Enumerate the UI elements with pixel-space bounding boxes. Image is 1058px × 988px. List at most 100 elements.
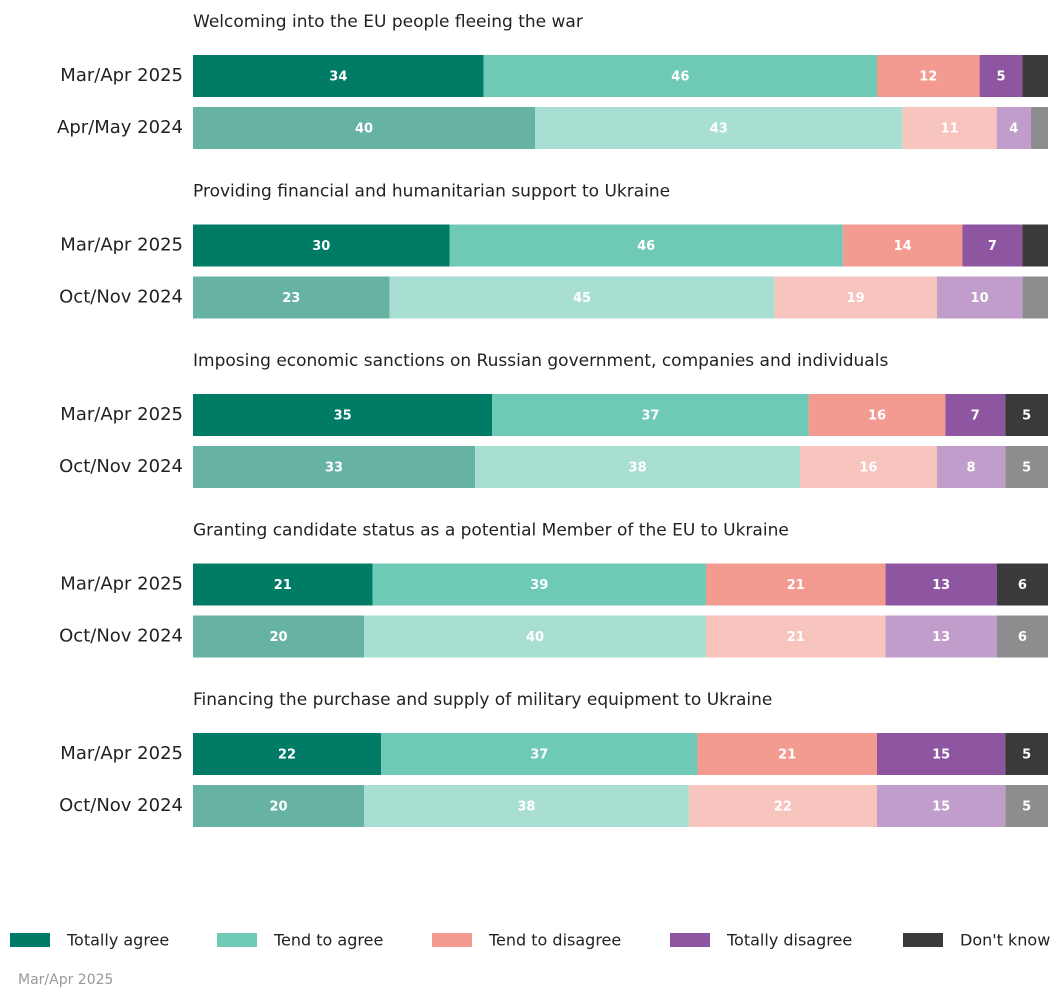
bar-segment	[697, 733, 877, 775]
bar-segment	[1022, 55, 1048, 97]
segment-label: 12	[919, 70, 937, 85]
row-label: Oct/Nov 2024	[59, 626, 183, 647]
segment-label: 38	[517, 800, 535, 815]
segment-label: 16	[868, 409, 886, 424]
segment-label: 14	[894, 239, 912, 254]
bar-segment	[1005, 733, 1048, 775]
bar-segment	[877, 55, 980, 97]
segment-label: 22	[774, 800, 792, 815]
bar-segment	[193, 107, 535, 149]
group-title: Providing financial and humanitarian sup…	[193, 182, 670, 202]
legend-label: Totally disagree	[726, 931, 852, 950]
segment-label: 7	[988, 239, 997, 254]
segment-label: 13	[932, 630, 950, 645]
legend-swatch	[670, 933, 710, 947]
row-label: Apr/May 2024	[57, 117, 183, 138]
bar-segment	[979, 55, 1023, 97]
bar-segment	[1022, 276, 1048, 319]
bar-segment	[535, 107, 903, 149]
segment-label: 37	[641, 409, 659, 424]
segment-label: 7	[971, 409, 980, 424]
bar-segment	[706, 563, 886, 606]
row-label: Oct/Nov 2024	[59, 795, 183, 816]
row-label: Oct/Nov 2024	[59, 456, 183, 477]
segment-label: 10	[971, 291, 989, 306]
segment-label: 6	[1018, 578, 1027, 593]
segment-label: 6	[1018, 630, 1027, 645]
segment-label: 8	[967, 461, 976, 476]
segment-label: 5	[1022, 800, 1031, 815]
bar-segment	[193, 733, 382, 775]
segment-label: 34	[329, 70, 347, 85]
bar-segment	[389, 276, 775, 319]
segment-label: 5	[1022, 461, 1031, 476]
bar-segment	[1022, 224, 1048, 267]
bar-segment	[902, 107, 997, 149]
segment-label: 43	[710, 122, 728, 137]
bar-segment	[1005, 446, 1048, 488]
group-title: Welcoming into the EU people fleeing the…	[193, 12, 583, 32]
bar-segment	[808, 394, 946, 436]
bar-segment	[962, 224, 1023, 267]
bar-segment	[996, 615, 1048, 658]
row-label: Mar/Apr 2025	[60, 65, 183, 86]
segment-label: 5	[996, 70, 1005, 85]
bar-segment	[193, 394, 493, 436]
bar-segment	[372, 563, 706, 606]
row-label: Mar/Apr 2025	[60, 404, 183, 425]
bar-segment	[1030, 107, 1048, 149]
row-label: Oct/Nov 2024	[59, 287, 183, 308]
segment-label: 30	[312, 239, 330, 254]
segment-label: 21	[274, 578, 292, 593]
row-label: Mar/Apr 2025	[60, 743, 183, 764]
bar-segment	[996, 563, 1048, 606]
bar-segment	[688, 785, 877, 827]
bar-segment	[877, 733, 1006, 775]
bar-segment	[936, 276, 1023, 319]
bar-segment	[800, 446, 937, 488]
segment-label: 15	[932, 800, 950, 815]
row-label: Mar/Apr 2025	[60, 574, 183, 595]
segment-label: 23	[282, 291, 300, 306]
segment-label: 13	[932, 578, 950, 593]
segment-label: 5	[1022, 409, 1031, 424]
segment-label: 39	[530, 578, 548, 593]
bar-segment	[193, 55, 484, 97]
bar-segment	[475, 446, 801, 488]
segment-label: 22	[278, 748, 296, 763]
segment-label: 35	[334, 409, 352, 424]
segment-label: 40	[355, 122, 373, 137]
bar-segment	[1005, 785, 1048, 827]
segment-label: 21	[787, 630, 805, 645]
bar-segment	[492, 394, 809, 436]
legend-swatch	[432, 933, 472, 947]
bar-segment	[877, 785, 1006, 827]
bar-segment	[381, 733, 698, 775]
group-title: Imposing economic sanctions on Russian g…	[193, 351, 888, 371]
bar-segment	[193, 615, 364, 658]
bar-segment	[193, 276, 390, 319]
segment-label: 11	[941, 122, 959, 137]
row-label: Mar/Apr 2025	[60, 235, 183, 256]
legend-swatch	[10, 933, 50, 947]
legend-swatch	[217, 933, 257, 947]
bar-segment	[193, 785, 364, 827]
bar-segment	[193, 446, 476, 488]
segment-label: 20	[269, 800, 287, 815]
bar-segment	[936, 446, 1006, 488]
segment-label: 4	[1009, 122, 1018, 137]
segment-label: 21	[778, 748, 796, 763]
segment-label: 40	[526, 630, 544, 645]
legend-swatch	[903, 933, 943, 947]
bar-segment	[885, 615, 997, 658]
segment-label: 16	[859, 461, 877, 476]
legend-label: Don't know	[960, 931, 1050, 950]
bar-segment	[449, 224, 843, 267]
segment-label: 37	[530, 748, 548, 763]
bar-segment	[364, 615, 706, 658]
segment-label: 5	[1022, 748, 1031, 763]
segment-label: 38	[629, 461, 647, 476]
bar-segment	[945, 394, 1006, 436]
footnote: Mar/Apr 2025	[18, 972, 113, 988]
